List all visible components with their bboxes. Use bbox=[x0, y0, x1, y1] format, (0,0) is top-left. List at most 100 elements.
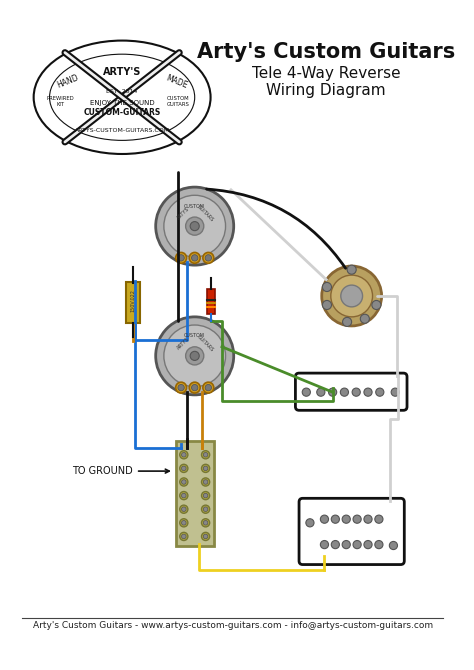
Circle shape bbox=[189, 382, 200, 393]
Circle shape bbox=[341, 285, 363, 307]
Circle shape bbox=[155, 317, 234, 395]
Circle shape bbox=[302, 388, 310, 396]
Circle shape bbox=[180, 492, 188, 500]
Text: CUSTOM: CUSTOM bbox=[184, 204, 205, 208]
Circle shape bbox=[322, 283, 331, 291]
Circle shape bbox=[320, 515, 328, 523]
Circle shape bbox=[203, 382, 214, 393]
Text: GUITARS: GUITARS bbox=[196, 334, 215, 352]
Circle shape bbox=[186, 347, 204, 365]
Circle shape bbox=[201, 451, 210, 459]
Text: MADE: MADE bbox=[164, 74, 189, 90]
Circle shape bbox=[192, 385, 198, 391]
Circle shape bbox=[331, 275, 373, 317]
Circle shape bbox=[176, 382, 187, 393]
Circle shape bbox=[182, 507, 186, 511]
Circle shape bbox=[347, 265, 356, 274]
Circle shape bbox=[192, 255, 198, 261]
Circle shape bbox=[364, 515, 372, 523]
Text: ARTYS: ARTYS bbox=[177, 206, 191, 220]
Circle shape bbox=[201, 505, 210, 513]
Circle shape bbox=[155, 187, 234, 265]
Circle shape bbox=[364, 541, 372, 549]
Circle shape bbox=[203, 466, 208, 470]
Text: PREWIRED
KIT: PREWIRED KIT bbox=[46, 96, 74, 107]
Circle shape bbox=[340, 388, 348, 396]
Circle shape bbox=[191, 385, 198, 391]
Circle shape bbox=[322, 266, 382, 326]
Circle shape bbox=[180, 478, 188, 486]
Circle shape bbox=[182, 466, 186, 470]
Circle shape bbox=[328, 388, 337, 396]
Text: CUSTOM
GUITARS: CUSTOM GUITARS bbox=[167, 96, 190, 107]
Text: 150V: 150V bbox=[130, 299, 136, 312]
FancyBboxPatch shape bbox=[299, 498, 404, 565]
Circle shape bbox=[186, 217, 204, 235]
Text: ARTYS: ARTYS bbox=[177, 336, 191, 350]
Circle shape bbox=[182, 452, 186, 457]
Circle shape bbox=[203, 507, 208, 511]
Circle shape bbox=[205, 385, 211, 391]
Circle shape bbox=[389, 541, 398, 549]
Text: Wiring Diagram: Wiring Diagram bbox=[266, 83, 386, 98]
Circle shape bbox=[182, 480, 186, 484]
Circle shape bbox=[342, 515, 350, 523]
Circle shape bbox=[176, 253, 187, 263]
Circle shape bbox=[178, 385, 184, 391]
Circle shape bbox=[331, 541, 339, 549]
Circle shape bbox=[203, 493, 208, 498]
Circle shape bbox=[164, 195, 226, 257]
Circle shape bbox=[180, 464, 188, 472]
Text: HAND: HAND bbox=[55, 74, 80, 90]
Circle shape bbox=[182, 521, 186, 525]
Circle shape bbox=[201, 519, 210, 527]
Circle shape bbox=[353, 541, 361, 549]
Text: CUSTOM: CUSTOM bbox=[184, 334, 205, 338]
Circle shape bbox=[201, 492, 210, 500]
Circle shape bbox=[391, 388, 399, 396]
Circle shape bbox=[376, 388, 384, 396]
Circle shape bbox=[189, 253, 200, 263]
Text: .022: .022 bbox=[130, 289, 136, 299]
Circle shape bbox=[203, 480, 208, 484]
Text: GUITARS: GUITARS bbox=[196, 204, 215, 222]
Text: Tele 4-Way Reverse: Tele 4-Way Reverse bbox=[252, 66, 401, 80]
Circle shape bbox=[206, 255, 211, 261]
Circle shape bbox=[364, 388, 372, 396]
Circle shape bbox=[178, 385, 184, 391]
Circle shape bbox=[331, 515, 339, 523]
Text: ARTY'S: ARTY'S bbox=[103, 67, 141, 77]
Circle shape bbox=[190, 351, 199, 360]
Circle shape bbox=[343, 318, 352, 326]
Bar bbox=[176, 441, 214, 545]
Bar bbox=[208, 289, 215, 314]
Circle shape bbox=[360, 314, 369, 324]
Bar bbox=[126, 282, 140, 323]
FancyBboxPatch shape bbox=[295, 373, 407, 410]
Circle shape bbox=[190, 222, 199, 230]
Circle shape bbox=[352, 388, 360, 396]
Text: Arty's Custom Guitars: Arty's Custom Guitars bbox=[197, 42, 456, 62]
Circle shape bbox=[322, 300, 331, 310]
Circle shape bbox=[203, 452, 208, 457]
Circle shape bbox=[178, 255, 184, 261]
Circle shape bbox=[182, 534, 186, 539]
Text: ARTYS-CUSTOM-GUITARS.COM: ARTYS-CUSTOM-GUITARS.COM bbox=[74, 128, 170, 133]
Circle shape bbox=[180, 533, 188, 541]
Circle shape bbox=[191, 255, 198, 261]
Circle shape bbox=[203, 521, 208, 525]
Circle shape bbox=[182, 493, 186, 498]
Circle shape bbox=[306, 519, 314, 527]
Circle shape bbox=[178, 255, 184, 261]
Circle shape bbox=[353, 515, 361, 523]
Circle shape bbox=[342, 541, 350, 549]
Circle shape bbox=[375, 541, 383, 549]
Circle shape bbox=[164, 325, 226, 387]
Circle shape bbox=[201, 478, 210, 486]
Circle shape bbox=[180, 451, 188, 459]
Text: CUSTOM-GUITARS: CUSTOM-GUITARS bbox=[83, 109, 161, 117]
Text: ENJOY THE SOUND: ENJOY THE SOUND bbox=[90, 100, 155, 106]
Circle shape bbox=[180, 519, 188, 527]
Circle shape bbox=[203, 534, 208, 539]
Circle shape bbox=[180, 505, 188, 513]
